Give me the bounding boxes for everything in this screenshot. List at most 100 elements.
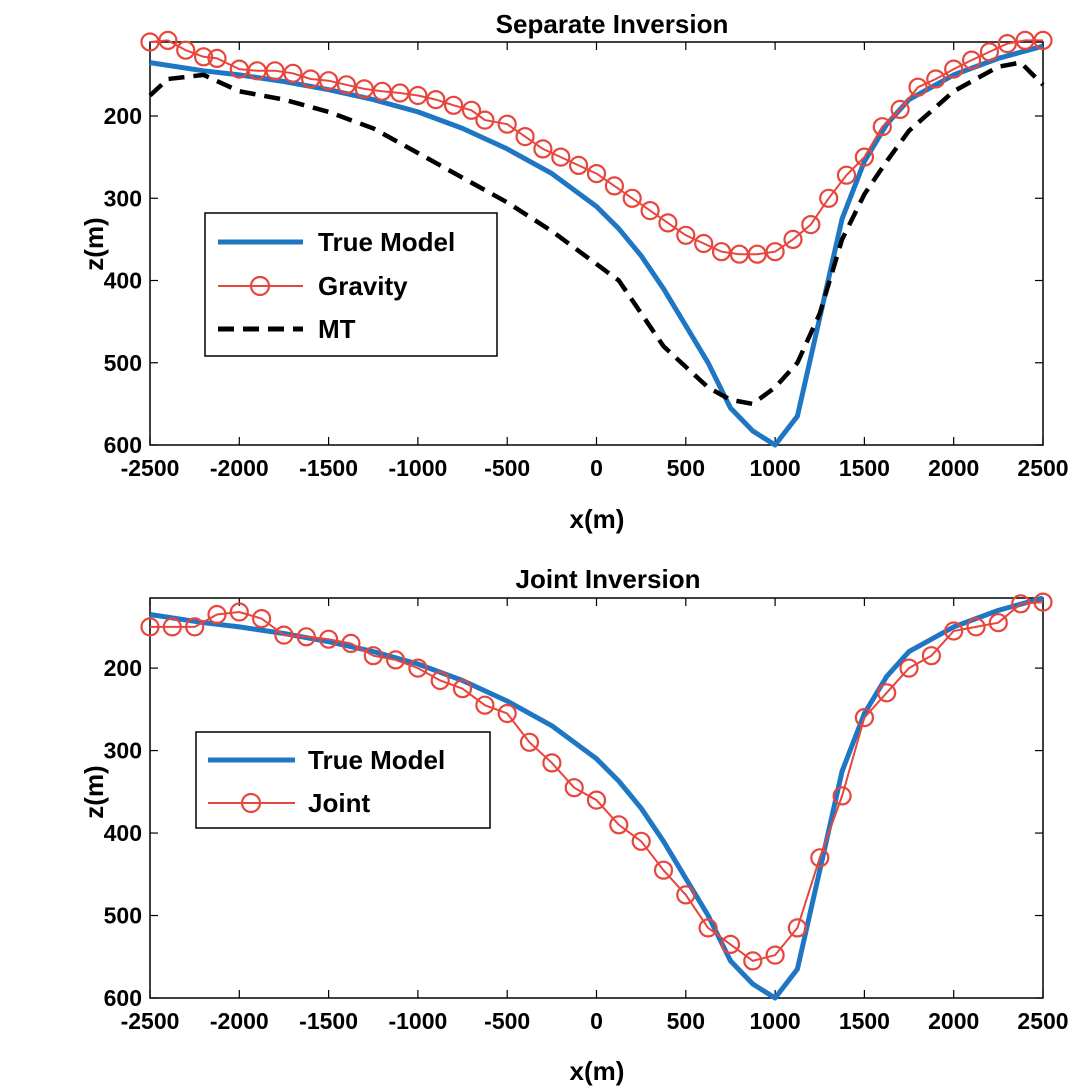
data-point-gravity xyxy=(819,188,839,208)
data-point-gravity xyxy=(604,176,625,196)
data-point-gravity xyxy=(444,95,464,115)
data-point-joint xyxy=(386,650,406,670)
legend-label-true-model: True Model xyxy=(318,227,455,257)
series-line-true-model xyxy=(149,595,1044,1001)
data-point-gravity xyxy=(515,127,535,147)
data-point-joint xyxy=(519,732,540,752)
data-point-gravity xyxy=(622,188,642,208)
data-point-joint xyxy=(162,617,182,637)
data-point-joint xyxy=(720,934,741,955)
data-point-joint xyxy=(140,617,160,637)
data-point-gravity xyxy=(551,147,571,167)
data-point-gravity xyxy=(872,117,892,137)
x-tick-label: -500 xyxy=(484,455,530,481)
data-point-joint xyxy=(653,860,674,880)
data-point-gravity xyxy=(194,47,214,67)
data-point-gravity xyxy=(926,69,946,89)
y-tick-label: 200 xyxy=(104,655,142,681)
data-point-joint xyxy=(296,627,316,647)
y-tick-label: 500 xyxy=(104,903,142,929)
x-tick-label: -2500 xyxy=(121,455,180,481)
data-point-gravity xyxy=(533,139,553,159)
data-point-gravity xyxy=(854,147,875,167)
y-tick-label: 600 xyxy=(104,432,142,458)
legend-box xyxy=(204,212,498,357)
data-point-gravity xyxy=(265,61,285,81)
tick-layer: -2500 -2000 -1500 -1000 -500 0 500 1000 1500 2000… xyxy=(104,598,1069,1034)
data-point-joint xyxy=(609,815,629,835)
y-tick-label: 400 xyxy=(104,820,142,846)
data-point-gravity xyxy=(426,89,446,110)
data-point-joint xyxy=(564,778,584,798)
data-point-joint xyxy=(810,848,830,868)
legend: True Model Joint xyxy=(195,731,491,829)
x-tick-label: 1000 xyxy=(750,455,801,481)
x-tick-label: -1000 xyxy=(388,455,447,481)
legend-label-true-model: True Model xyxy=(308,745,445,775)
x-tick-label: 0 xyxy=(590,1008,603,1034)
series-line-mt xyxy=(148,60,1045,407)
data-point-joint xyxy=(430,670,450,691)
x-tick-label: -500 xyxy=(484,1008,530,1034)
legend-label-mt: MT xyxy=(318,314,356,344)
series-layer xyxy=(140,592,1053,1001)
data-point-joint xyxy=(341,633,361,654)
x-tick-label: -1500 xyxy=(299,455,358,481)
data-point-gravity xyxy=(801,215,821,235)
data-point-joint xyxy=(363,646,383,666)
data-point-gravity xyxy=(158,30,178,51)
data-point-gravity xyxy=(944,59,964,79)
y-axis-label: z(m) xyxy=(79,217,109,270)
legend-marker-joint xyxy=(240,792,262,814)
x-tick-label: 2500 xyxy=(1017,455,1068,481)
x-tick-label: -2000 xyxy=(210,1008,269,1034)
data-point-joint xyxy=(676,885,696,905)
data-point-joint xyxy=(452,679,473,699)
data-point-joint xyxy=(966,617,986,637)
data-point-joint xyxy=(1011,594,1031,614)
data-point-gravity xyxy=(319,71,339,91)
x-tick-label: 0 xyxy=(590,455,603,481)
data-point-gravity xyxy=(908,77,928,97)
data-point-gravity xyxy=(207,48,227,69)
data-point-gravity xyxy=(836,165,857,185)
data-point-joint xyxy=(787,918,808,938)
data-point-joint xyxy=(586,790,607,810)
x-tick-label: 1000 xyxy=(750,1008,801,1034)
y-axis-label: z(m) xyxy=(79,765,109,818)
data-point-joint xyxy=(899,658,919,678)
y-tick-label: 400 xyxy=(104,268,142,294)
x-axis-label: x(m) xyxy=(570,1056,625,1086)
data-point-gravity xyxy=(336,75,357,95)
chart-title: Joint Inversion xyxy=(516,564,701,594)
data-point-gravity xyxy=(765,242,785,262)
data-point-gravity xyxy=(497,114,517,134)
data-point-gravity xyxy=(711,242,732,262)
data-point-joint xyxy=(877,683,897,703)
series-layer xyxy=(140,30,1053,448)
data-point-joint xyxy=(1033,592,1053,612)
x-tick-label: -2000 xyxy=(210,455,269,481)
data-point-gravity xyxy=(408,85,428,106)
data-point-gravity xyxy=(176,40,196,60)
data-point-gravity xyxy=(979,42,1000,62)
data-point-gravity xyxy=(658,213,678,233)
data-point-joint xyxy=(542,753,562,773)
data-point-gravity xyxy=(783,229,803,249)
data-point-joint xyxy=(408,658,428,678)
data-point-gravity xyxy=(390,83,410,103)
data-point-gravity xyxy=(1033,30,1053,51)
x-tick-label: 500 xyxy=(667,1008,705,1034)
series-line-true-model xyxy=(149,43,1044,448)
data-point-gravity xyxy=(354,79,374,99)
x-tick-label: -1500 xyxy=(299,1008,358,1034)
legend: True Model Gravity MT xyxy=(204,212,498,357)
data-point-joint xyxy=(475,695,495,715)
panel-joint-inversion: Joint Inversion -2500 -2000 -1500 -1000 -500… xyxy=(79,564,1069,1086)
data-point-joint xyxy=(698,918,718,938)
data-point-gravity xyxy=(890,99,910,120)
data-point-joint xyxy=(944,621,964,641)
data-point-joint xyxy=(185,617,205,637)
y-tick-label: 600 xyxy=(104,985,142,1011)
